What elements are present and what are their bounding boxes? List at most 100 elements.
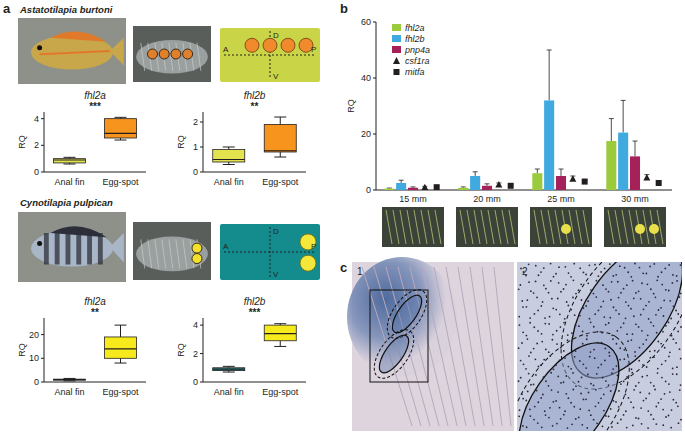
legend-label: fhl2b (405, 34, 425, 44)
cell-dot (664, 347, 666, 349)
fish-tail (110, 233, 124, 262)
photo-bg (133, 222, 211, 280)
cell-dot (572, 372, 574, 374)
chart-title: fhl2a (84, 90, 106, 101)
cell-dot (543, 284, 545, 286)
cell-dot (529, 322, 531, 324)
cell-dot (597, 367, 599, 369)
x-axis (203, 172, 306, 173)
cell-dot (522, 306, 524, 308)
cell-dot (518, 347, 520, 349)
fin-ray (494, 267, 511, 426)
fish-bar (44, 233, 49, 265)
cell-dot (520, 377, 522, 379)
cell-dot (632, 333, 634, 335)
cell-dot (677, 330, 679, 332)
y-axis (44, 318, 45, 382)
cell-dot (533, 419, 535, 421)
cell-dot (638, 290, 640, 292)
cell-dot (664, 268, 666, 270)
cell-dot (563, 322, 565, 324)
cell-dot (527, 338, 529, 340)
cell-dot (680, 264, 682, 266)
fin-ray (460, 210, 466, 244)
cell-dot (632, 280, 634, 282)
cell-dot (675, 310, 677, 312)
cell-dot (534, 313, 536, 315)
bar (606, 141, 616, 190)
point (508, 183, 514, 189)
cell-dot (578, 325, 580, 327)
egg-spot (192, 254, 202, 264)
bar (384, 189, 394, 190)
cell-dot (618, 297, 620, 299)
cell-dot (571, 340, 573, 342)
cell-dot (579, 267, 581, 269)
fin-ray (548, 210, 554, 244)
cell-dot (661, 363, 663, 365)
cell-dot (680, 326, 682, 328)
cell-dot (559, 407, 561, 409)
legend-label: csf1ra (405, 56, 430, 66)
fin-ray (622, 210, 628, 244)
box (264, 325, 296, 341)
cell-dot (619, 359, 621, 361)
cell-dot (626, 333, 628, 335)
tick-label: 20 (361, 129, 371, 139)
cell-dot (567, 305, 569, 307)
fin-thumbnail (456, 207, 518, 247)
axis-title: RQ (176, 135, 186, 149)
cell-dot (653, 385, 655, 387)
cell-dot (574, 356, 576, 358)
cell-dot (563, 350, 565, 352)
cell-dot (540, 397, 542, 399)
cell-dot (590, 414, 592, 416)
cell-dot (548, 351, 550, 353)
cell-dot (623, 349, 625, 351)
tick (41, 172, 44, 173)
cell-dot (579, 360, 581, 362)
whisker-cap (274, 323, 286, 324)
axis-title: RQ (176, 343, 186, 357)
fin-ray (534, 210, 540, 244)
cell-dot (595, 280, 597, 282)
bar (532, 173, 542, 190)
tick-label: 0 (193, 377, 198, 387)
egg-spot (561, 224, 571, 234)
cell-dot (615, 401, 617, 403)
cell-dot (678, 422, 680, 424)
cell-dot (608, 384, 610, 386)
x-axis (44, 382, 146, 383)
cell-dot (620, 292, 622, 294)
fish-tail (110, 38, 124, 66)
fin-ray (467, 210, 473, 244)
fin-diagram: DVAP (220, 28, 320, 82)
cell-dot (555, 309, 557, 311)
cell-dot (611, 426, 613, 428)
cell-dot (534, 406, 536, 408)
cell-dot (533, 384, 535, 386)
category-label: Egg-spot (102, 177, 139, 187)
cell-dot (543, 376, 545, 378)
outline-dashed (517, 310, 654, 431)
fin-ray (148, 239, 152, 268)
tick-label: 2 (193, 117, 198, 127)
egg-spot (300, 255, 316, 271)
tick (373, 22, 376, 23)
figure: abcAstatotilapia burtoniDVAPCynotilapia … (0, 0, 685, 433)
chart-title: fhl2a (84, 296, 106, 307)
cell-dot (661, 377, 663, 379)
error-bar (611, 119, 612, 141)
cell-dot (573, 406, 575, 408)
cell-dot (570, 309, 572, 311)
fish-stripe (40, 51, 110, 54)
cell-dot (645, 305, 647, 307)
cell-dot (565, 393, 567, 395)
cell-dot (538, 366, 540, 368)
bar (544, 100, 554, 190)
axis-letter: A (223, 242, 229, 251)
cell-dot (611, 334, 613, 336)
marks (213, 117, 297, 165)
error-cap (559, 169, 564, 170)
median (264, 150, 296, 151)
